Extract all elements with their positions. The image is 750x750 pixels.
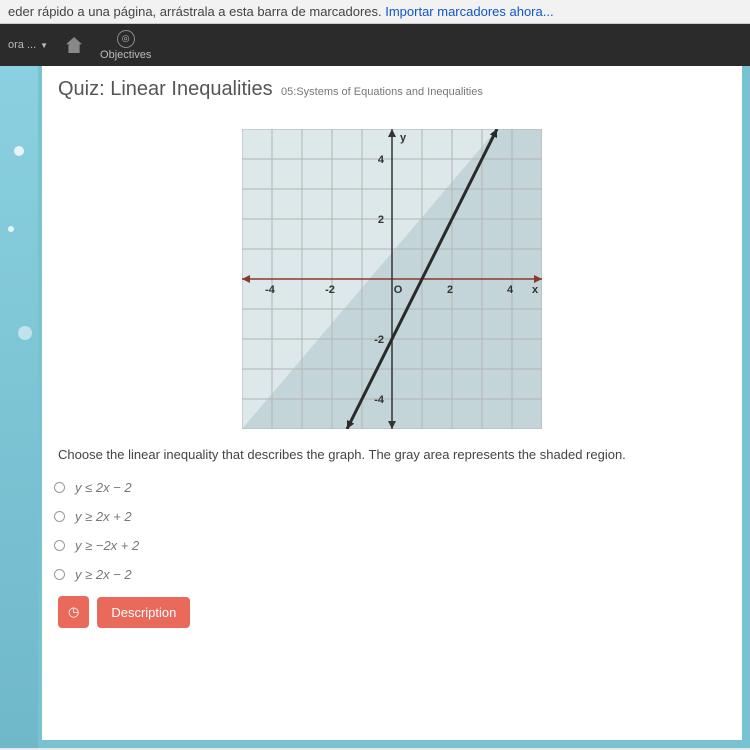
svg-text:4: 4 (378, 154, 385, 166)
svg-text:-2: -2 (374, 334, 384, 346)
rail-dot (8, 226, 14, 232)
svg-text:4: 4 (507, 284, 514, 296)
answer-options: y ≤ 2x − 2 y ≥ 2x + 2 y ≥ −2x + 2 y ≥ 2x − … (54, 480, 726, 582)
svg-text:2: 2 (378, 214, 384, 226)
description-button[interactable]: Description (97, 597, 190, 628)
answer-option[interactable]: y ≥ 2x − 2 (54, 567, 726, 582)
svg-text:x: x (532, 284, 539, 296)
radio-icon (54, 482, 65, 493)
svg-text:-4: -4 (265, 284, 276, 296)
quiz-subtitle: 05:Systems of Equations and Inequalities (281, 86, 483, 98)
clock-icon: ◷ (68, 604, 79, 619)
quiz-title: Quiz: Linear Inequalities (58, 78, 273, 100)
caret-down-icon: ▼ (40, 41, 48, 50)
question-text: Choose the linear inequality that descri… (58, 447, 726, 462)
bookmark-bar: eder rápido a una página, arrástrala a e… (0, 0, 750, 24)
option-text: y ≥ 2x − 2 (75, 567, 132, 582)
footer-buttons: ◷ Description (58, 596, 726, 628)
svg-text:2: 2 (447, 284, 453, 296)
option-text: y ≥ 2x + 2 (75, 509, 132, 524)
svg-text:y: y (400, 132, 407, 144)
home-icon (66, 37, 82, 53)
option-text: y ≥ −2x + 2 (75, 538, 139, 553)
objectives-nav-item[interactable]: ◎ Objectives (100, 30, 151, 61)
clock-button[interactable]: ◷ (58, 596, 89, 628)
answer-option[interactable]: y ≥ −2x + 2 (54, 538, 726, 553)
course-nav-bar: ora ... ▼ ◎ Objectives (0, 24, 750, 66)
home-nav-item[interactable] (66, 37, 82, 53)
answer-option[interactable]: y ≥ 2x + 2 (54, 509, 726, 524)
target-icon: ◎ (117, 30, 135, 48)
svg-text:-4: -4 (374, 394, 385, 406)
radio-icon (54, 569, 65, 580)
nav-left-text[interactable]: ora ... ▼ (8, 39, 48, 51)
option-text: y ≤ 2x − 2 (75, 480, 132, 495)
radio-icon (54, 540, 65, 551)
svg-text:-2: -2 (325, 284, 335, 296)
main-panel: Quiz: Linear Inequalities 05:Systems of … (42, 66, 742, 740)
left-rail (0, 66, 38, 748)
svg-text:O: O (394, 284, 403, 296)
answer-option[interactable]: y ≤ 2x − 2 (54, 480, 726, 495)
inequality-graph: -4 -2 O 2 4 -4 -2 2 4 x y (242, 129, 542, 429)
objectives-label: Objectives (100, 49, 151, 61)
import-bookmarks-link[interactable]: Importar marcadores ahora... (385, 4, 553, 19)
rail-dot (14, 146, 24, 156)
bookmark-text: eder rápido a una página, arrástrala a e… (8, 4, 385, 19)
radio-icon (54, 511, 65, 522)
rail-dot (18, 326, 32, 340)
quiz-header: Quiz: Linear Inequalities 05:Systems of … (58, 78, 726, 101)
content-wrap: Quiz: Linear Inequalities 05:Systems of … (0, 66, 750, 748)
